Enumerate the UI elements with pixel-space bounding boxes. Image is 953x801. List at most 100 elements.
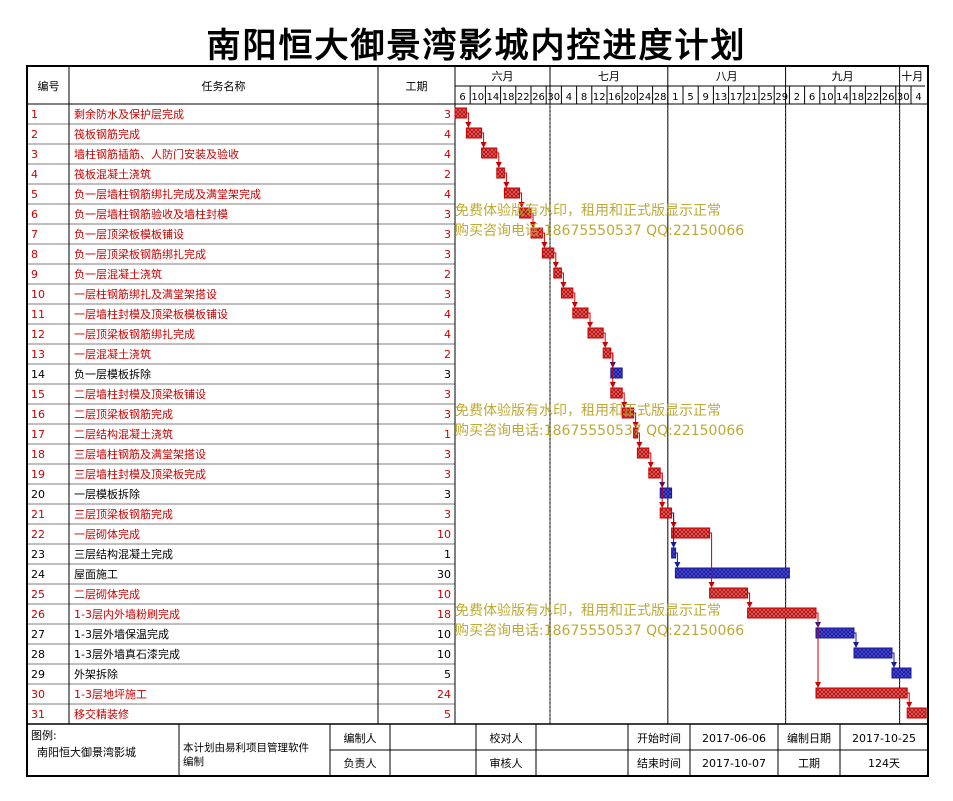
- task-duration: 1: [444, 548, 451, 561]
- legend-label: 图例:: [31, 728, 57, 742]
- task-name: 一层混凝土浇筑: [74, 347, 151, 361]
- day-tick-label: 6: [809, 92, 815, 103]
- day-tick-label: 14: [836, 92, 849, 103]
- dependency-arrow: [636, 432, 643, 448]
- day-tick-label: 22: [867, 92, 880, 103]
- task-duration: 30: [437, 568, 451, 581]
- day-tick-label: 16: [608, 92, 621, 103]
- task-duration: 5: [444, 668, 451, 681]
- task-id: 16: [31, 408, 45, 421]
- task-bar: [659, 507, 673, 519]
- dependency-arrow: [891, 652, 897, 668]
- task-bar: [572, 307, 589, 319]
- watermark-line: 购买咨询电话:18675550537 QQ:22150066: [455, 623, 744, 639]
- watermark-line: 免费体验版有水印，租用和正式版显示正常: [455, 603, 721, 619]
- dependency-arrow: [674, 552, 681, 568]
- task-duration: 3: [444, 108, 451, 121]
- task-duration: 10: [437, 528, 451, 541]
- task-bar: [587, 327, 604, 339]
- task-duration: 4: [444, 128, 451, 141]
- task-bar: [610, 387, 623, 399]
- task-duration: 3: [444, 368, 451, 381]
- start-value: 2017-06-06: [702, 732, 766, 745]
- day-tick-label: 10: [821, 92, 834, 103]
- month-label: 十月: [901, 69, 923, 83]
- month-label: 九月: [832, 70, 854, 83]
- task-id: 1: [31, 108, 38, 121]
- task-duration: 10: [437, 588, 451, 601]
- task-bar: [503, 187, 521, 199]
- task-bar: [659, 487, 673, 499]
- day-tick-label: 4: [915, 92, 921, 103]
- task-id: 25: [31, 588, 45, 601]
- task-name: 一层顶梁板钢筋绑扎完成: [74, 327, 195, 341]
- task-name: 墙柱钢筋插筋、人防门安装及验收: [74, 147, 239, 161]
- task-id: 6: [31, 208, 38, 221]
- task-bar: [541, 247, 555, 259]
- task-name: 负一层顶梁板模板铺设: [74, 227, 184, 241]
- task-duration: 3: [444, 388, 451, 401]
- day-tick-label: 21: [745, 92, 758, 103]
- task-duration: 1: [444, 428, 451, 441]
- reviewer-label: 审核人: [490, 756, 523, 770]
- task-bar: [636, 447, 650, 459]
- task-bar: [602, 347, 612, 359]
- task-name: 1-3层地坪施工: [74, 688, 147, 701]
- day-tick-label: 14: [487, 92, 500, 103]
- project-name: 南阳恒大御景湾影城: [37, 745, 136, 759]
- task-duration: 3: [444, 228, 451, 241]
- task-id: 19: [31, 468, 45, 481]
- task-id: 31: [31, 708, 45, 721]
- day-tick-label: 18: [851, 92, 864, 103]
- task-name: 二层砌体完成: [74, 587, 140, 601]
- task-name: 移交精装修: [74, 707, 129, 721]
- task-bar: [674, 567, 790, 579]
- task-bar: [815, 687, 908, 699]
- software-note-line1: 本计划由易利项目管理软件: [183, 741, 309, 754]
- day-tick-label: 22: [517, 92, 530, 103]
- dependency-arrow: [503, 172, 510, 188]
- task-name: 负一层模板拆除: [74, 367, 151, 381]
- task-name: 剩余防水及保护层完成: [74, 107, 184, 121]
- task-duration: 3: [444, 288, 451, 301]
- header-duration: 工期: [406, 80, 428, 93]
- task-id: 5: [31, 188, 38, 201]
- task-duration: 3: [444, 468, 451, 481]
- total-duration-value: 124天: [868, 757, 900, 770]
- task-id: 7: [31, 228, 38, 241]
- task-name: 三层墙柱封模及顶梁板完成: [74, 467, 206, 481]
- task-bar: [648, 467, 661, 479]
- task-id: 22: [31, 528, 45, 541]
- task-id: 17: [31, 428, 45, 441]
- header-num: 编号: [38, 79, 60, 93]
- task-name: 一层柱钢筋绑扎及满堂架搭设: [74, 287, 217, 301]
- prepared-by-label: 编制人: [344, 731, 377, 745]
- task-name: 二层墙柱封模及顶梁板铺设: [74, 387, 206, 401]
- task-name: 负一层顶梁板钢筋绑扎完成: [74, 247, 206, 261]
- day-tick-label: 2: [794, 92, 800, 103]
- day-tick-label: 5: [687, 92, 693, 103]
- task-name: 三层结构混凝土完成: [74, 547, 173, 561]
- task-duration: 3: [444, 488, 451, 501]
- task-name: 负一层墙柱钢筋验收及墙柱封模: [74, 207, 228, 221]
- gantt-frame: [26, 65, 929, 777]
- day-tick-label: 1: [672, 92, 678, 103]
- task-duration: 5: [444, 708, 451, 721]
- compile-date-label: 编制日期: [787, 731, 831, 745]
- dependency-arrow: [571, 292, 578, 308]
- task-id: 30: [31, 688, 45, 701]
- task-bar: [553, 267, 562, 279]
- task-name: 三层顶梁板钢筋完成: [74, 507, 173, 521]
- task-duration: 4: [444, 308, 451, 321]
- header-task-name: 任务名称: [202, 79, 246, 93]
- task-name: 三层墙柱钢筋及满堂架搭设: [74, 447, 206, 461]
- task-name: 屋面施工: [74, 568, 118, 581]
- task-name: 一层模板拆除: [74, 487, 140, 501]
- task-name: 外架拆除: [74, 667, 118, 681]
- day-tick-label: 12: [593, 92, 606, 103]
- dependency-arrow: [560, 272, 567, 288]
- task-duration: 4: [444, 328, 451, 341]
- task-bar: [815, 627, 855, 639]
- task-duration: 4: [444, 148, 451, 161]
